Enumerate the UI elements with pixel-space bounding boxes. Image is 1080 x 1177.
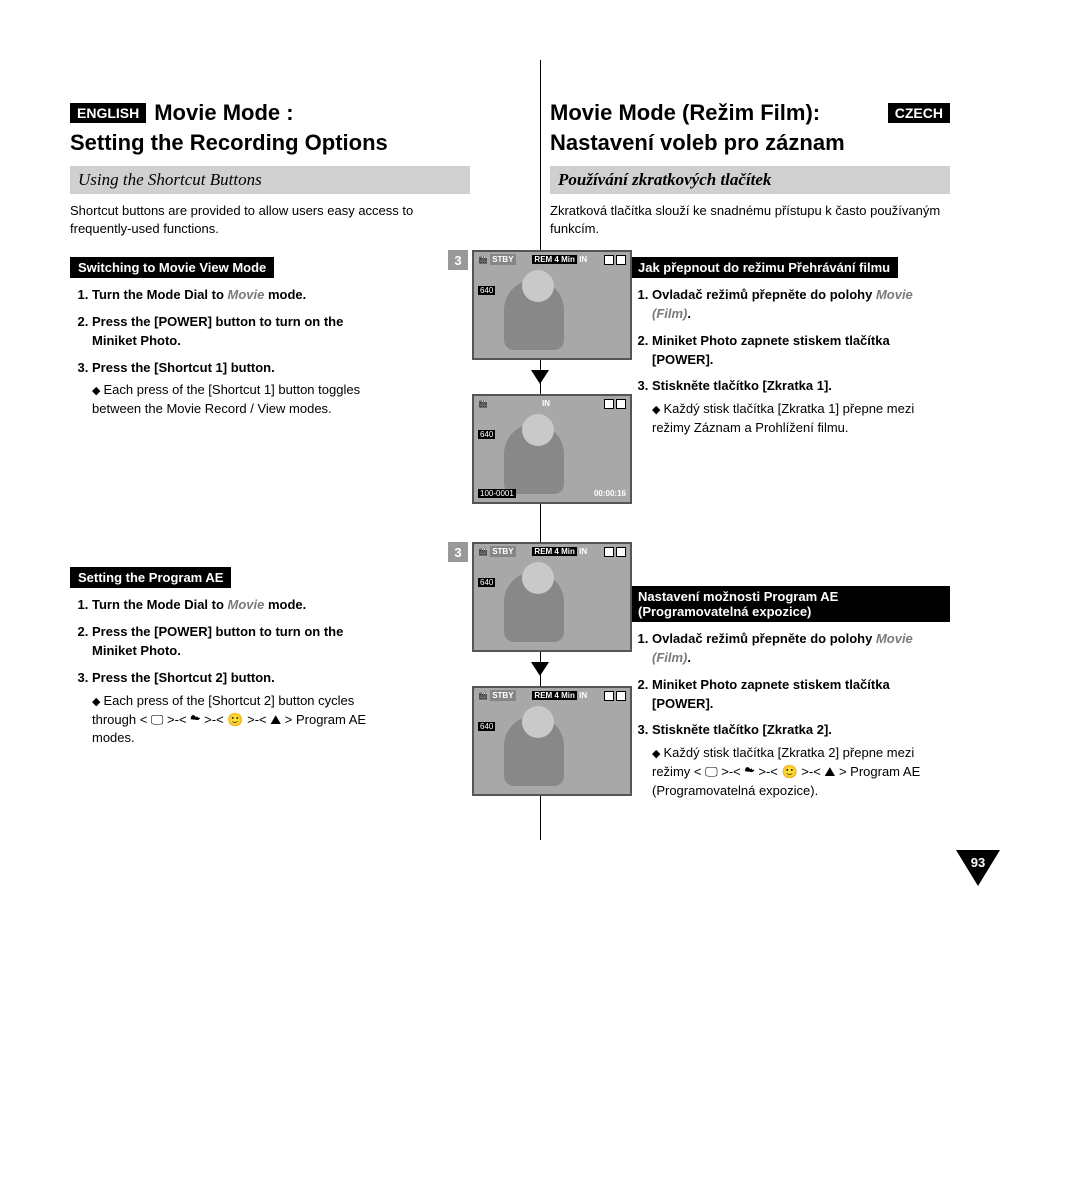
block1-heading-cz: Jak přepnout do režimu Přehrávání filmu (630, 257, 898, 278)
arrow-down-icon (531, 662, 549, 676)
block2-steps-en: Turn the Mode Dial to Movie mode. Press … (70, 596, 390, 748)
title-en-line2: Setting the Recording Options (70, 130, 470, 156)
page-number: 93 (956, 855, 1000, 870)
title-en-line1: Movie Mode : (154, 100, 293, 126)
center-screenshots: 3 🎬 STBY REM 4 Min IN 640 🎬 IN (434, 250, 646, 796)
block2-steps-cz: Ovladač režimů přepněte do polohy Movie … (630, 630, 950, 801)
lcd-screenshot-record: 🎬 STBY REM 4 Min IN 640 (472, 250, 632, 360)
block1-steps-en: Turn the Mode Dial to Movie mode. Press … (70, 286, 390, 419)
english-column: ENGLISH Movie Mode : Setting the Recordi… (60, 100, 480, 809)
section-heading-en: Using the Shortcut Buttons (70, 166, 470, 194)
block1-sub-en: Each press of the [Shortcut 1] button to… (92, 381, 390, 419)
title-cz-line1: Movie Mode (Režim Film): (550, 100, 820, 126)
lcd-screenshot-ae1: 🎬 STBY REM 4 Min IN 640 (472, 542, 632, 652)
title-cz-line2: Nastavení voleb pro záznam (550, 130, 950, 156)
section-heading-cz: Používání zkratkových tlačítek (550, 166, 950, 194)
lang-badge-english: ENGLISH (70, 103, 146, 123)
movie-word: Movie (228, 287, 265, 302)
block2-heading-en: Setting the Program AE (70, 567, 231, 588)
lcd-screenshot-view: 🎬 IN 640 00:00:16 100-0001 (472, 394, 632, 504)
step-number: 3 (448, 250, 468, 270)
intro-cz: Zkratková tlačítka slouží ke snadnému př… (550, 202, 950, 237)
lcd-screenshot-ae2: 🎬 STBY REM 4 Min IN 640 (472, 686, 632, 796)
block1-sub-cz: Každý stisk tlačítka [Zkratka 1] přepne … (652, 400, 950, 438)
intro-en: Shortcut buttons are provided to allow u… (70, 202, 470, 237)
lang-badge-czech: CZECH (888, 103, 950, 123)
step-number: 3 (448, 542, 468, 562)
block1-steps-cz: Ovladač režimů přepněte do polohy Movie … (630, 286, 950, 438)
arrow-down-icon (531, 370, 549, 384)
block2-sub-cz: Každý stisk tlačítka [Zkratka 2] přepne … (652, 744, 950, 801)
block2-sub-en: Each press of the [Shortcut 2] button cy… (92, 692, 390, 749)
movie-word: Movie (228, 597, 265, 612)
block1-heading-en: Switching to Movie View Mode (70, 257, 274, 278)
block2-heading-cz: Nastavení možnosti Program AE (Programov… (630, 586, 950, 622)
